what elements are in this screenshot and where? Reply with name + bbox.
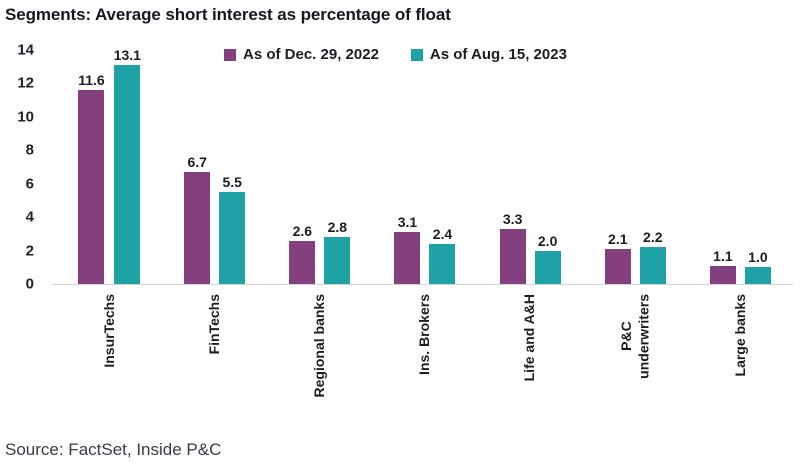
x-label-cell: Large banks: [688, 294, 793, 439]
value-label: 11.6: [78, 72, 105, 89]
legend: As of Dec. 29, 2022 As of Aug. 15, 2023: [224, 46, 567, 63]
plot-area: 11.6 13.1 6.7 5.5 2.6 2.8 3.1 2.4 3.3 2.0 2.1 2.2 1.…: [57, 47, 793, 284]
bar: [324, 237, 351, 284]
y-tick-label: 14: [17, 41, 34, 59]
value-label: 1.1: [713, 247, 733, 264]
chart-title: Segments: Average short interest as perc…: [5, 5, 451, 24]
value-label: 2.0: [537, 232, 558, 249]
bar-column: 3.3: [499, 210, 526, 284]
bar-column: 2.1: [604, 230, 631, 284]
bar-column: 3.1: [394, 214, 421, 284]
bar-column: 2.6: [289, 222, 316, 284]
bar: [499, 228, 526, 284]
bar-group: 3.3 2.0: [478, 50, 583, 284]
bar: [219, 192, 246, 284]
bar-column: 6.7: [184, 154, 211, 284]
bar-column: 1.1: [709, 247, 736, 284]
legend-swatch-2023: [410, 48, 423, 61]
bar-column: 11.6: [78, 72, 105, 284]
bar-group: 6.7 5.5: [162, 50, 267, 284]
value-label: 2.1: [608, 230, 628, 247]
bar-column: 2.4: [429, 225, 456, 284]
bar: [534, 250, 561, 284]
x-axis-label: Life and A&H: [521, 294, 538, 382]
bar: [604, 248, 631, 284]
value-label: 6.7: [187, 154, 207, 171]
y-tick-label: 12: [17, 74, 34, 92]
y-tick-label: 0: [25, 275, 34, 293]
value-label: 3.1: [397, 214, 418, 231]
y-tick-label: 10: [17, 108, 34, 126]
bar: [639, 247, 666, 284]
bar-column: 2.2: [639, 229, 666, 284]
x-label-cell: InsurTechs: [57, 294, 162, 439]
x-axis-labels: InsurTechs FinTechs Regional banks Ins. Bro…: [57, 294, 793, 439]
y-tick-label: 4: [25, 208, 34, 226]
bar-column: 5.5: [219, 174, 246, 284]
value-label: 1.0: [748, 249, 768, 266]
value-label: 5.5: [222, 174, 242, 191]
bar: [394, 232, 421, 284]
bar-group: 2.1 2.2: [583, 50, 688, 284]
value-label: 13.1: [113, 47, 141, 64]
bar-column: 2.8: [324, 219, 351, 284]
x-label-cell: P&C underwriters: [583, 294, 688, 439]
bar-group: 3.1 2.4: [372, 50, 477, 284]
x-axis-label: FinTechs: [205, 294, 222, 355]
legend-label-2022: As of Dec. 29, 2022: [243, 46, 379, 63]
x-axis-label: Regional banks: [311, 294, 328, 398]
bar: [744, 267, 771, 284]
x-label-cell: Regional banks: [267, 294, 372, 439]
bar: [289, 240, 316, 284]
y-tick-label: 6: [25, 175, 34, 193]
value-label: 3.3: [502, 210, 523, 227]
x-label-cell: Ins. Brokers: [372, 294, 477, 439]
bar: [184, 172, 211, 284]
bar: [709, 265, 736, 284]
bar-column: 1.0: [744, 249, 771, 284]
bar-column: 2.0: [534, 232, 561, 284]
legend-item-2023: As of Aug. 15, 2023: [410, 46, 567, 63]
bar-group: 2.6 2.8: [267, 50, 372, 284]
x-label-cell: Life and A&H: [478, 294, 583, 439]
x-label-cell: FinTechs: [162, 294, 267, 439]
value-label: 2.6: [292, 222, 313, 239]
bar-group: 1.1 1.0: [688, 50, 793, 284]
x-axis-label: Large banks: [731, 294, 748, 377]
legend-swatch-2022: [224, 48, 236, 61]
x-axis-label: P&C underwriters: [617, 294, 652, 379]
bar-column: 13.1: [114, 47, 141, 284]
bar: [78, 90, 105, 284]
y-axis: 0 2 4 6 8 10 12 14: [0, 42, 34, 293]
x-axis-label: Ins. Brokers: [416, 294, 433, 375]
legend-item-2022: As of Dec. 29, 2022: [224, 46, 379, 63]
legend-label-2023: As of Aug. 15, 2023: [429, 46, 567, 63]
value-label: 2.4: [432, 225, 453, 242]
value-label: 2.2: [643, 229, 663, 246]
bar: [114, 65, 141, 284]
value-label: 2.8: [327, 219, 348, 236]
bar: [429, 243, 456, 284]
x-axis-line: [52, 284, 793, 285]
source-note: Source: FactSet, Inside P&C: [5, 440, 222, 459]
x-axis-label: InsurTechs: [100, 294, 117, 368]
y-tick-label: 8: [25, 141, 34, 159]
bar-group: 11.6 13.1: [57, 47, 162, 284]
y-tick-label: 2: [25, 242, 34, 260]
